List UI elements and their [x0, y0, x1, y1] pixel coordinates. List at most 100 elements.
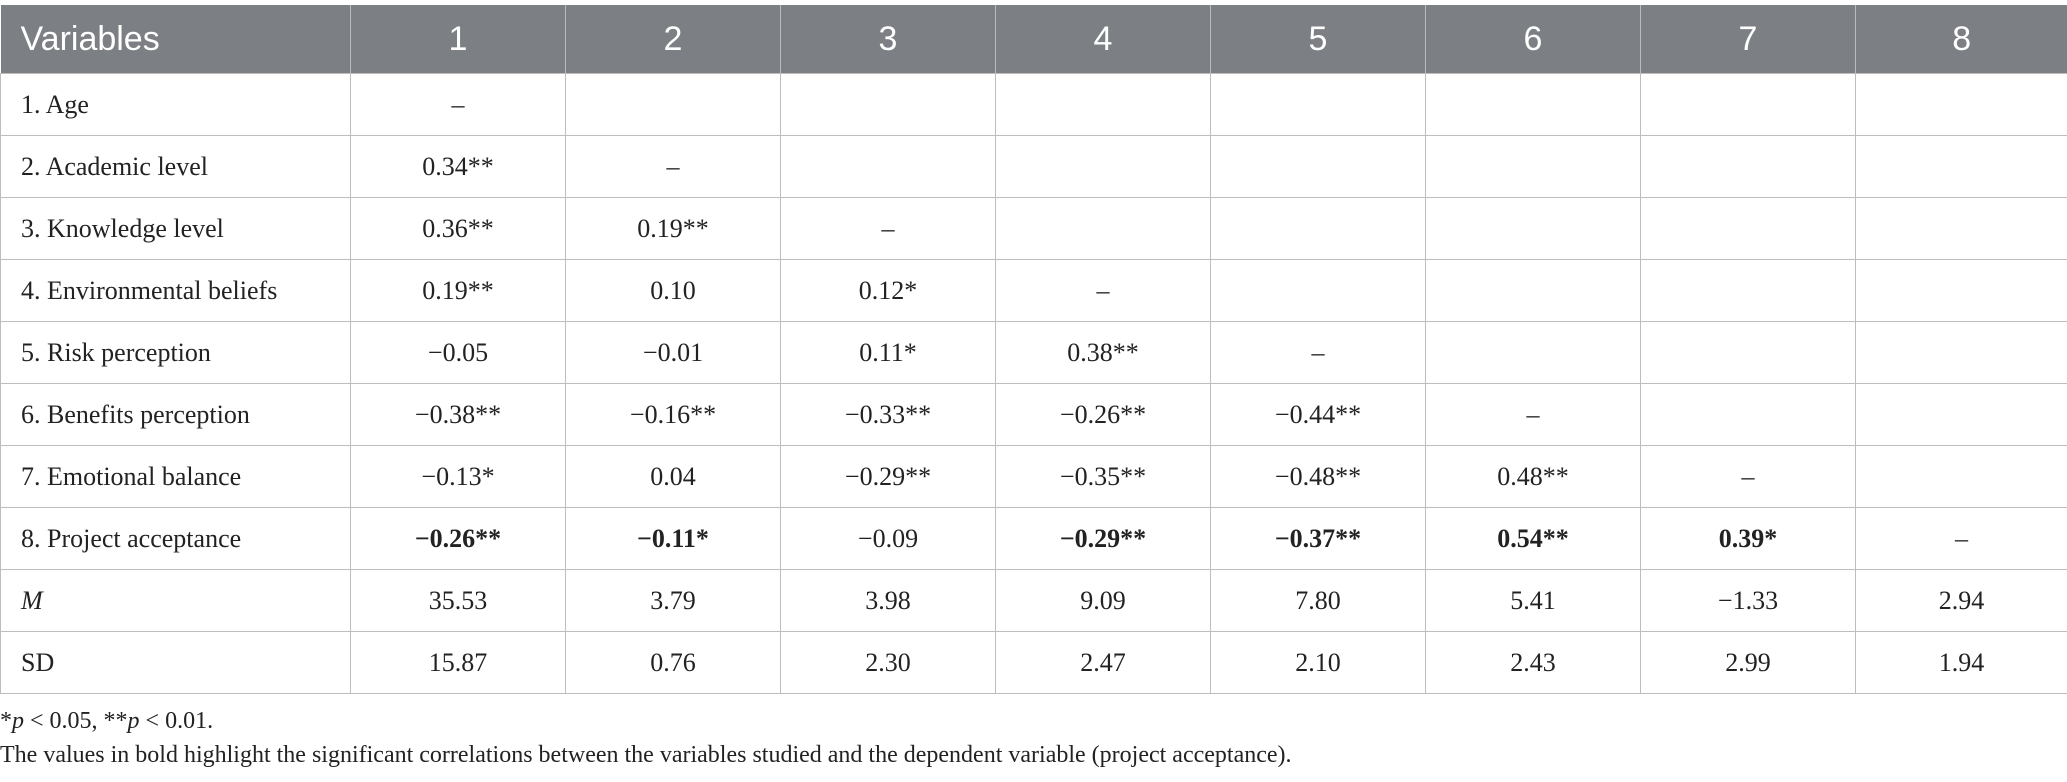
- table-cell: [780, 73, 996, 136]
- table-cell: −0.11*: [565, 507, 781, 570]
- table-cell: 0.38**: [995, 321, 1211, 384]
- table-cell: [1640, 383, 1856, 446]
- row-label: 4. Environmental beliefs: [0, 259, 351, 322]
- table-cell: −0.13*: [350, 445, 566, 508]
- table-cell: –: [1210, 321, 1426, 384]
- table-cell: –: [780, 197, 996, 260]
- table-cell: 3.98: [780, 569, 996, 632]
- table-cell: −1.33: [1640, 569, 1856, 632]
- table-cell: 2.10: [1210, 631, 1426, 694]
- table-cell: −0.16**: [565, 383, 781, 446]
- table-cell: 2.30: [780, 631, 996, 694]
- table-cell: [1210, 259, 1426, 322]
- header-col-8: 8: [1855, 5, 2067, 74]
- table-cell: 0.48**: [1425, 445, 1641, 508]
- table-cell: 0.19**: [350, 259, 566, 322]
- row-label: 2. Academic level: [0, 135, 351, 198]
- table-cell: 0.04: [565, 445, 781, 508]
- table-cell: 0.36**: [350, 197, 566, 260]
- table-cell: 0.10: [565, 259, 781, 322]
- table-cell: −0.29**: [780, 445, 996, 508]
- table-cell: −0.33**: [780, 383, 996, 446]
- table-cell: 2.47: [995, 631, 1211, 694]
- table-cell: [1210, 197, 1426, 260]
- table-cell: −0.26**: [350, 507, 566, 570]
- header-col-7: 7: [1640, 5, 1856, 74]
- row-label: 8. Project acceptance: [0, 507, 351, 570]
- table-cell: [1425, 135, 1641, 198]
- table-cell: −0.01: [565, 321, 781, 384]
- row-label: 5. Risk perception: [0, 321, 351, 384]
- table-cell: –: [995, 259, 1211, 322]
- table-cell: 5.41: [1425, 569, 1641, 632]
- table-cell: 0.76: [565, 631, 781, 694]
- table-cell: −0.48**: [1210, 445, 1426, 508]
- table-row: SD 15.87 0.76 2.30 2.47 2.10 2.43 2.99 1…: [0, 631, 2067, 694]
- header-col-6: 6: [1425, 5, 1641, 74]
- table-cell: −0.35**: [995, 445, 1211, 508]
- footnote-significance: *p < 0.05, **p < 0.01.: [0, 708, 214, 734]
- table-cell: −0.38**: [350, 383, 566, 446]
- table-cell: 0.54**: [1425, 507, 1641, 570]
- table-cell: [1855, 445, 2067, 508]
- table-cell: 15.87: [350, 631, 566, 694]
- row-label: 1. Age: [0, 73, 351, 136]
- table-cell: −0.09: [780, 507, 996, 570]
- table-cell: 2.43: [1425, 631, 1641, 694]
- header-row: Variables 1 2 3 4 5 6 7 8: [0, 5, 2067, 74]
- table-cell: −0.37**: [1210, 507, 1426, 570]
- table-cell: 0.39*: [1640, 507, 1856, 570]
- table-cell: –: [565, 135, 781, 198]
- table-row: 2. Academic level 0.34** –: [0, 135, 2067, 198]
- table-cell: [1640, 321, 1856, 384]
- table-cell: 0.34**: [350, 135, 566, 198]
- table-cell: 1.94: [1855, 631, 2067, 694]
- table-cell: [995, 135, 1211, 198]
- table-row: 5. Risk perception −0.05 −0.01 0.11* 0.3…: [0, 321, 2067, 384]
- table-cell: [1640, 197, 1856, 260]
- table-row: 8. Project acceptance −0.26** −0.11* −0.…: [0, 507, 2067, 570]
- row-label: 6. Benefits perception: [0, 383, 351, 446]
- table-cell: 0.19**: [565, 197, 781, 260]
- table-cell: 9.09: [995, 569, 1211, 632]
- table-cell: –: [350, 73, 566, 136]
- table-cell: [1855, 383, 2067, 446]
- table-cell: 7.80: [1210, 569, 1426, 632]
- row-label: SD: [0, 631, 351, 694]
- table-cell: 2.99: [1640, 631, 1856, 694]
- header-variables: Variables: [0, 5, 351, 74]
- row-label: 7. Emotional balance: [0, 445, 351, 508]
- table-row: 7. Emotional balance −0.13* 0.04 −0.29**…: [0, 445, 2067, 508]
- table-cell: [995, 73, 1211, 136]
- row-label: M: [0, 569, 351, 632]
- table-cell: [1640, 259, 1856, 322]
- correlation-table: Variables 1 2 3 4 5 6 7 8 1. Age – 2. Ac…: [0, 5, 2067, 694]
- table-cell: –: [1855, 507, 2067, 570]
- table-cell: [1425, 73, 1641, 136]
- header-col-2: 2: [565, 5, 781, 74]
- table-cell: –: [1425, 383, 1641, 446]
- table-cell: 3.79: [565, 569, 781, 632]
- table-cell: [1855, 135, 2067, 198]
- table-cell: [1855, 73, 2067, 136]
- header-col-4: 4: [995, 5, 1211, 74]
- table-row: 1. Age –: [0, 73, 2067, 136]
- table-cell: 2.94: [1855, 569, 2067, 632]
- table-cell: [565, 73, 781, 136]
- table-cell: [1425, 259, 1641, 322]
- table-cell: [1425, 321, 1641, 384]
- table-row: M 35.53 3.79 3.98 9.09 7.80 5.41 −1.33 2…: [0, 569, 2067, 632]
- table-cell: [1855, 259, 2067, 322]
- table-cell: [1425, 197, 1641, 260]
- table-cell: [1855, 197, 2067, 260]
- table-cell: 0.11*: [780, 321, 996, 384]
- table-cell: 35.53: [350, 569, 566, 632]
- table-cell: [1855, 321, 2067, 384]
- row-label: 3. Knowledge level: [0, 197, 351, 260]
- table-cell: [780, 135, 996, 198]
- table-cell: [1210, 73, 1426, 136]
- table-cell: −0.05: [350, 321, 566, 384]
- header-col-5: 5: [1210, 5, 1426, 74]
- table-row: 3. Knowledge level 0.36** 0.19** –: [0, 197, 2067, 260]
- footnote-bold-explanation: The values in bold highlight the signifi…: [0, 742, 1292, 768]
